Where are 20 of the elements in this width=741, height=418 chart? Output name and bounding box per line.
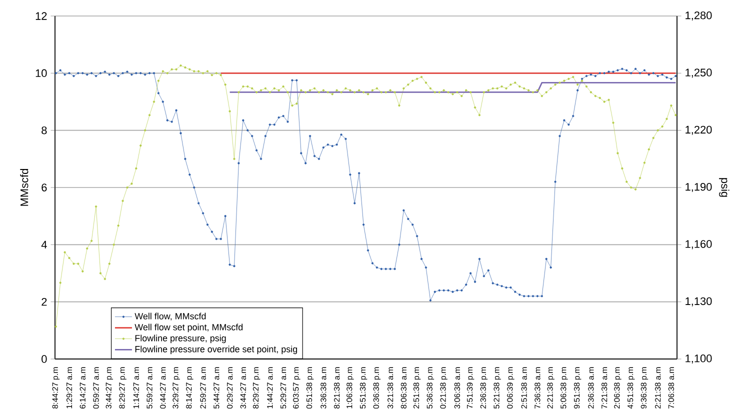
y2-tick-label: 1,130: [686, 297, 712, 306]
y-tick-label: 10: [36, 69, 47, 78]
y-tick-label: 2: [42, 298, 47, 306]
y-tick-label: 6: [42, 184, 47, 192]
y2-axis-title: psig: [719, 178, 730, 197]
y2-tick-label: 1,280: [686, 11, 712, 21]
y2-tick-label: 1,250: [686, 68, 712, 78]
y-tick-label: 4: [41, 240, 47, 248]
y-tick-label: 8: [42, 126, 47, 134]
y-tick-label: 0: [42, 355, 47, 363]
y2-tick-label: 1,160: [686, 240, 712, 250]
y2-tick-label: 1,220: [686, 126, 712, 135]
y-tick-label: 12: [36, 12, 47, 20]
y-axis-title: MMscfd: [20, 169, 28, 206]
legend-label: Flowline pressure, psig: [135, 334, 226, 344]
legend-label: Well flow, MMscfd: [134, 312, 206, 320]
legend-label: Flowline pressure override set point, psig: [135, 346, 298, 354]
y2-tick-label: 1,100: [686, 354, 712, 364]
legend-label: Well flow set point, MMscfd: [134, 324, 243, 332]
y2-tick-label: 1,190: [686, 182, 712, 192]
